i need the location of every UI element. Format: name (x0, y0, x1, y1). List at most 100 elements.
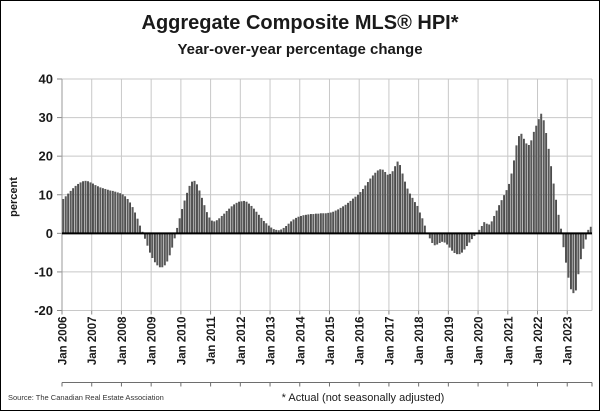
bar (240, 201, 243, 234)
bar (69, 190, 72, 234)
bar (337, 209, 340, 234)
bar (332, 211, 335, 234)
bar (423, 225, 426, 234)
bar (416, 205, 419, 234)
bar (146, 233, 149, 246)
x-tick-label: Jan 2009 (147, 317, 159, 366)
bar (156, 233, 159, 266)
x-tick-label: Jan 2017 (384, 317, 396, 366)
bar (228, 208, 231, 234)
bar (565, 233, 567, 263)
bar (513, 160, 515, 234)
bar (349, 200, 352, 234)
bar (92, 183, 94, 234)
bar (329, 212, 332, 234)
bar (347, 202, 349, 234)
bar (72, 188, 75, 234)
bar (193, 180, 196, 234)
bar (456, 233, 458, 255)
bar (523, 138, 525, 234)
bar (470, 233, 473, 240)
bar (389, 173, 392, 234)
bar (186, 192, 188, 234)
bar (245, 201, 248, 234)
bar (297, 216, 300, 234)
bar (515, 145, 518, 234)
bar (290, 221, 292, 234)
bar (153, 233, 156, 263)
bar (394, 166, 396, 234)
bar (409, 193, 411, 234)
x-tick-label: Jan 2010 (176, 317, 188, 366)
footnote-text: * Actual (not seasonally adjusted) (282, 392, 445, 404)
bar (386, 174, 389, 234)
bar (84, 180, 87, 234)
bar (258, 214, 260, 234)
x-tick-label: Jan 2016 (355, 317, 367, 366)
bar (473, 233, 476, 237)
bar (67, 193, 70, 234)
gridlines (61, 78, 592, 311)
bar (406, 188, 409, 234)
bar (243, 200, 245, 234)
bar (250, 205, 253, 234)
bar (307, 214, 310, 234)
bar (557, 214, 560, 234)
bar (344, 204, 347, 234)
bar (126, 198, 129, 234)
bar (319, 213, 322, 234)
bar (119, 193, 122, 234)
bar (265, 223, 268, 234)
bar (270, 227, 273, 234)
x-axis-labels: Jan 2006 Jan 2007 Jan 2008 Jan 2009 Jan 2010… (58, 316, 575, 365)
bar (158, 233, 161, 268)
bar (480, 226, 483, 234)
bar (181, 209, 184, 234)
bar (198, 190, 201, 234)
bar (399, 165, 401, 234)
bar (542, 120, 545, 234)
bar (233, 204, 236, 234)
y-axis-labels: -20 -10 0 10 20 30 40 (34, 72, 53, 319)
bar (149, 233, 151, 253)
bar (488, 224, 491, 234)
bar (275, 229, 278, 234)
bar (431, 233, 434, 243)
bar (260, 217, 263, 234)
bar (277, 230, 280, 234)
bar (64, 196, 67, 234)
bar (178, 218, 181, 234)
bar (532, 131, 535, 234)
bar (205, 212, 208, 234)
bar (151, 233, 154, 259)
bar (235, 202, 238, 234)
bar (478, 229, 481, 234)
bar (448, 233, 451, 248)
bar (391, 171, 394, 234)
bar (342, 206, 344, 234)
bar (550, 166, 553, 234)
bar (327, 212, 330, 234)
bar (366, 182, 369, 234)
bar (418, 212, 421, 234)
bar (589, 226, 592, 234)
bar (503, 195, 505, 234)
bar (490, 221, 493, 234)
y-tick-label: 20 (39, 149, 53, 164)
x-tick-label: Jan 2006 (58, 317, 70, 366)
bar (97, 186, 99, 234)
bar (364, 185, 367, 234)
bar (587, 229, 590, 234)
bar (577, 233, 580, 275)
bar (134, 212, 136, 234)
bar (575, 233, 577, 291)
bar (136, 218, 139, 234)
bar (537, 119, 540, 234)
bar (188, 185, 191, 234)
x-tick-label: Jan 2012 (236, 317, 248, 366)
bar (570, 233, 572, 290)
bar (161, 233, 164, 268)
bar (520, 133, 523, 234)
bar (208, 217, 211, 234)
